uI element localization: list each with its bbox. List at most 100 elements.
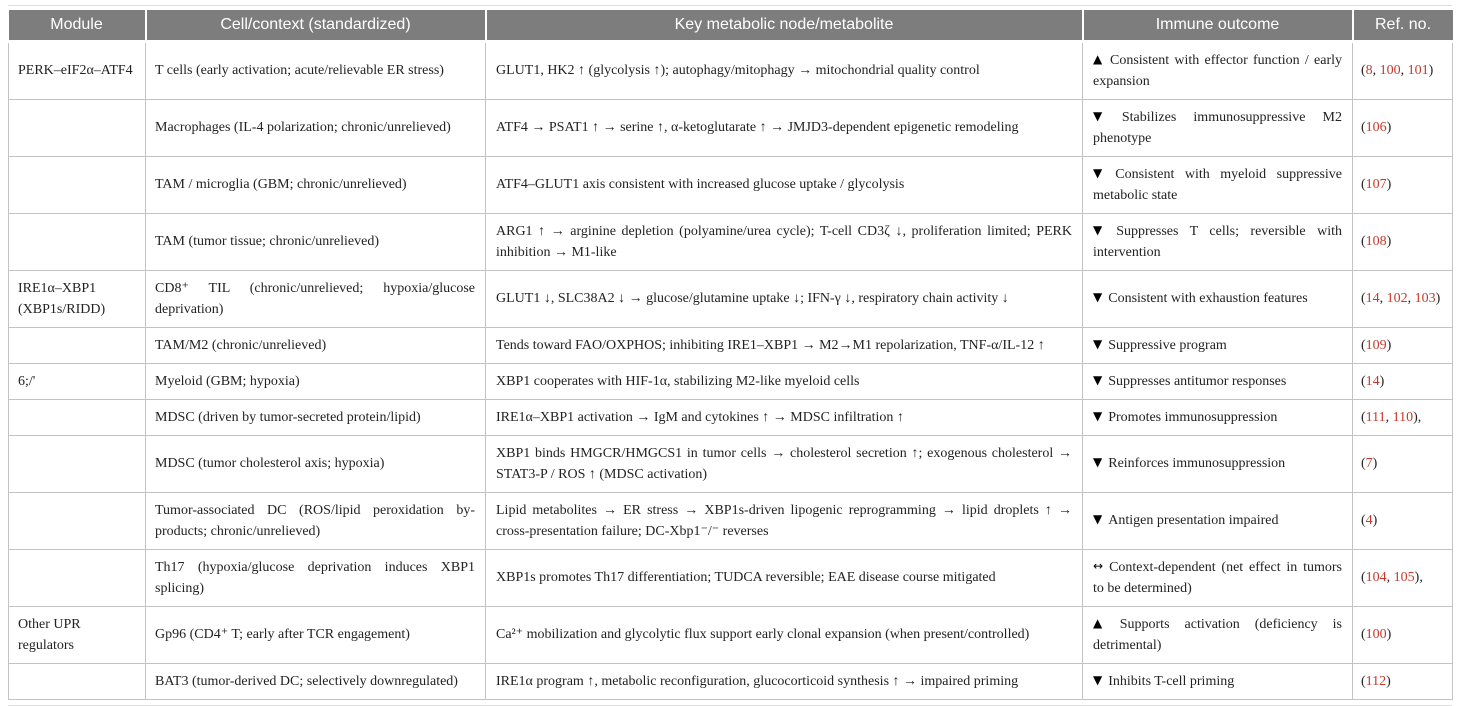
column-header-ref-no: Ref. no. <box>1351 10 1453 43</box>
metabolic-node-cell: IRE1α–XBP1 activation → IgM and cytokine… <box>485 398 1083 436</box>
ref-group: (100) <box>1361 627 1392 642</box>
metabolic-node-cell: XBP1s promotes Th17 differentiation; TUD… <box>485 548 1083 607</box>
table-row: Macrophages (IL-4 polarization; chronic/… <box>8 98 1453 157</box>
ref-cell: (8, 100, 101) <box>1352 40 1453 100</box>
ref-cell: (108) <box>1352 212 1453 271</box>
table-row: PERK–eIF2α–ATF4 T cells (early activation… <box>8 40 1453 100</box>
outcome-text: Suppresses T cells; reversible with inte… <box>1093 223 1342 260</box>
header-row: Module Cell/context (standardized) Key m… <box>8 10 1453 43</box>
up-triangle-icon: ▲ <box>1093 51 1104 66</box>
cell-context-cell: TAM (tumor tissue; chronic/unrelieved) <box>145 212 486 271</box>
immune-outcome-cell: ▼ Suppresses antitumor responses <box>1082 362 1353 400</box>
ref-group: (8, 100, 101) <box>1361 63 1434 78</box>
ref-number[interactable]: 108 <box>1365 234 1387 249</box>
table-container: Module Cell/context (standardized) Key m… <box>8 5 1453 706</box>
ref-group: (104, 105), <box>1361 570 1423 585</box>
cell-context-cell: TAM / microglia (GBM; chronic/unrelieved… <box>145 155 486 214</box>
outcome-text: Suppressive program <box>1108 337 1227 353</box>
column-header-immune-outcome: Immune outcome <box>1081 10 1354 43</box>
down-triangle-icon: ▼ <box>1093 222 1111 237</box>
metabolic-node-cell: XBP1 binds HMGCR/HMGCS1 in tumor cells →… <box>485 434 1083 493</box>
ref-number[interactable]: 100 <box>1365 627 1387 642</box>
outcome-text: Suppresses antitumor responses <box>1108 373 1287 389</box>
metabolic-node-cell: Lipid metabolites → ER stress → XBP1s-dr… <box>485 491 1083 550</box>
down-triangle-icon: ▼ <box>1093 165 1110 180</box>
outcome-text: Supports activation (deficiency is detri… <box>1093 616 1342 653</box>
ref-number[interactable]: 106 <box>1365 120 1387 135</box>
metabolic-node-cell: GLUT1, HK2 ↑ (glycolysis ↑); autophagy/m… <box>485 40 1083 100</box>
module-cell <box>8 491 146 550</box>
ref-number[interactable]: 107 <box>1365 177 1387 192</box>
ref-group: (112) <box>1361 673 1391 689</box>
ref-cell: (111, 110), <box>1352 398 1453 436</box>
ref-number[interactable]: 14 <box>1365 373 1380 389</box>
outcome-text: Antigen presentation impaired <box>1108 513 1279 528</box>
ref-group: (106) <box>1361 120 1392 135</box>
table-body: PERK–eIF2α–ATF4 T cells (early activation… <box>8 40 1453 700</box>
ref-cell: (104, 105), <box>1352 548 1453 607</box>
immune-outcome-cell: ▼ Consistent with myeloid suppressive met… <box>1082 155 1353 214</box>
ref-group: (7) <box>1361 456 1378 471</box>
column-header-module: Module <box>8 10 147 43</box>
table-row: Th17 (hypoxia/glucose deprivation induce… <box>8 548 1453 607</box>
immune-outcome-cell: ▼ Stabilizes immunosuppressive M2 phenoty… <box>1082 98 1353 157</box>
table-row: MDSC (tumor cholesterol axis; hypoxia) XB… <box>8 434 1453 493</box>
outcome-text: Promotes immunosuppression <box>1108 409 1278 425</box>
column-header-metabolic-node: Key metabolic node/metabolite <box>484 10 1084 43</box>
cell-context-cell: T cells (early activation; acute/relieva… <box>145 40 486 100</box>
metabolic-node-cell: XBP1 cooperates with HIF-1α, stabilizing… <box>485 362 1083 400</box>
cell-context-cell: TAM/M2 (chronic/unrelieved) <box>145 326 486 364</box>
ref-number[interactable]: 111 <box>1365 409 1386 425</box>
metabolic-node-cell: Tends toward FAO/OXPHOS; inhibiting IRE1… <box>485 326 1083 364</box>
ref-group: (4) <box>1361 513 1378 528</box>
ref-cell: (14, 102, 103) <box>1352 269 1453 328</box>
immune-outcome-cell: ↔ Context-dependent (net effect in tumors… <box>1082 548 1353 607</box>
ref-group: (111, 110), <box>1361 409 1422 425</box>
cell-context-cell: Myeloid (GBM; hypoxia) <box>145 362 486 400</box>
module-cell <box>8 326 146 364</box>
ref-number[interactable]: 112 <box>1365 673 1387 689</box>
table-row: TAM/M2 (chronic/unrelieved) Tends toward … <box>8 326 1453 364</box>
ref-cell: (7) <box>1352 434 1453 493</box>
ref-cell: (14) <box>1352 362 1453 400</box>
metabolic-node-cell: IRE1α program ↑, metabolic reconfigurati… <box>485 662 1083 700</box>
module-cell <box>8 398 146 436</box>
down-triangle-icon: ▼ <box>1093 108 1116 123</box>
ref-number[interactable]: 105 <box>1393 570 1415 585</box>
ref-number[interactable]: 104 <box>1365 570 1387 585</box>
immune-outcome-cell: ▼ Suppressive program <box>1082 326 1353 364</box>
ref-number[interactable]: 4 <box>1365 513 1373 528</box>
outcome-text: Stabilizes immunosuppressive M2 phenotyp… <box>1093 109 1342 146</box>
ref-cell: (112) <box>1352 662 1453 700</box>
module-cell <box>8 548 146 607</box>
ref-number[interactable]: 7 <box>1365 456 1373 471</box>
metabolic-node-cell: ATF4–GLUT1 axis consistent with increase… <box>485 155 1083 214</box>
ref-number[interactable]: 8 <box>1365 63 1373 78</box>
cell-context-cell: Macrophages (IL-4 polarization; chronic/… <box>145 98 486 157</box>
ref-number[interactable]: 14 <box>1365 291 1380 306</box>
module-cell: 6;/' <box>8 362 146 400</box>
cell-context-cell: Tumor-associated DC (ROS/lipid peroxidat… <box>145 491 486 550</box>
table-row: Other UPR regulators Gp96 (CD4⁺ T; early … <box>8 605 1453 664</box>
metabolic-node-cell: Ca²⁺ mobilization and glycolytic flux su… <box>485 605 1083 664</box>
ref-number[interactable]: 110 <box>1392 409 1414 425</box>
table-row: 6;/' Myeloid (GBM; hypoxia) XBP1 cooperate… <box>8 362 1453 400</box>
ref-cell: (100) <box>1352 605 1453 664</box>
down-triangle-icon: ▼ <box>1093 455 1103 469</box>
cell-context-cell: BAT3 (tumor-derived DC; selectively down… <box>145 662 486 700</box>
immune-outcome-cell: ▲ Supports activation (deficiency is detr… <box>1082 605 1353 664</box>
cell-context-cell: CD8⁺ TIL (chronic/unrelieved; hypoxia/gl… <box>145 269 486 328</box>
metabolic-node-cell: GLUT1 ↓, SLC38A2 ↓ → glucose/glutamine u… <box>485 269 1083 328</box>
ref-number[interactable]: 101 <box>1407 63 1429 78</box>
ref-number[interactable]: 103 <box>1414 291 1436 306</box>
cell-context-cell: Gp96 (CD4⁺ T; early after TCR engagement… <box>145 605 486 664</box>
immune-outcome-cell: ▼ Antigen presentation impaired <box>1082 491 1353 550</box>
ref-number[interactable]: 109 <box>1365 337 1387 353</box>
outcome-text: Consistent with exhaustion features <box>1108 291 1308 306</box>
table-row: MDSC (driven by tumor-secreted protein/l… <box>8 398 1453 436</box>
immune-outcome-cell: ▼ Inhibits T-cell priming <box>1082 662 1353 700</box>
ref-number[interactable]: 102 <box>1386 291 1408 306</box>
ref-number[interactable]: 100 <box>1379 63 1401 78</box>
ref-group: (14, 102, 103) <box>1361 291 1441 306</box>
